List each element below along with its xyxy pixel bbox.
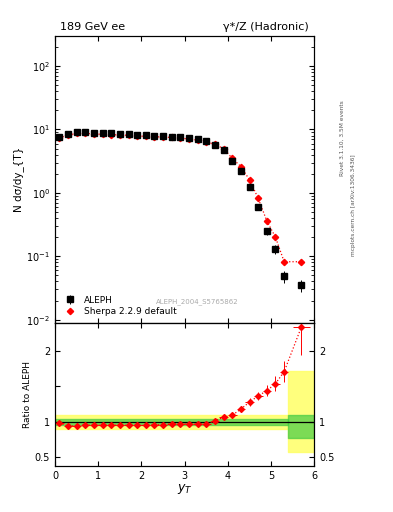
Sherpa 2.2.9 default	[213, 141, 217, 147]
Sherpa 2.2.9 default	[143, 133, 148, 139]
Sherpa 2.2.9 default	[74, 130, 79, 136]
Line: Sherpa 2.2.9 default: Sherpa 2.2.9 default	[57, 131, 304, 264]
Sherpa 2.2.9 default	[230, 155, 235, 161]
Text: ALEPH_2004_S5765862: ALEPH_2004_S5765862	[156, 298, 239, 305]
Sherpa 2.2.9 default	[126, 132, 131, 138]
Sherpa 2.2.9 default	[169, 134, 174, 140]
Sherpa 2.2.9 default	[239, 163, 243, 169]
Text: Rivet 3.1.10, 3.5M events: Rivet 3.1.10, 3.5M events	[340, 100, 344, 176]
Text: γ*/Z (Hadronic): γ*/Z (Hadronic)	[224, 22, 309, 32]
Sherpa 2.2.9 default	[187, 136, 191, 142]
X-axis label: $y_{T}$: $y_{T}$	[177, 482, 193, 496]
Text: mcplots.cern.ch [arXiv:1306.3436]: mcplots.cern.ch [arXiv:1306.3436]	[351, 154, 356, 255]
Sherpa 2.2.9 default	[221, 145, 226, 152]
Sherpa 2.2.9 default	[282, 259, 286, 265]
Sherpa 2.2.9 default	[109, 132, 114, 138]
Sherpa 2.2.9 default	[92, 131, 96, 137]
Sherpa 2.2.9 default	[264, 218, 269, 224]
Sherpa 2.2.9 default	[57, 135, 62, 141]
Sherpa 2.2.9 default	[152, 134, 157, 140]
Sherpa 2.2.9 default	[100, 131, 105, 137]
Y-axis label: Ratio to ALEPH: Ratio to ALEPH	[23, 361, 32, 428]
Text: 189 GeV ee: 189 GeV ee	[60, 22, 125, 32]
Sherpa 2.2.9 default	[161, 134, 165, 140]
Y-axis label: N dσ/dy_{T}: N dσ/dy_{T}	[13, 146, 24, 212]
Sherpa 2.2.9 default	[178, 135, 183, 141]
Sherpa 2.2.9 default	[135, 133, 140, 139]
Sherpa 2.2.9 default	[83, 130, 88, 136]
Sherpa 2.2.9 default	[256, 195, 261, 201]
Sherpa 2.2.9 default	[118, 132, 122, 138]
Sherpa 2.2.9 default	[66, 132, 70, 138]
Sherpa 2.2.9 default	[299, 259, 304, 265]
Sherpa 2.2.9 default	[273, 234, 278, 240]
Sherpa 2.2.9 default	[204, 139, 209, 145]
Sherpa 2.2.9 default	[195, 137, 200, 143]
Legend: ALEPH, Sherpa 2.2.9 default: ALEPH, Sherpa 2.2.9 default	[59, 294, 178, 318]
Sherpa 2.2.9 default	[247, 177, 252, 183]
